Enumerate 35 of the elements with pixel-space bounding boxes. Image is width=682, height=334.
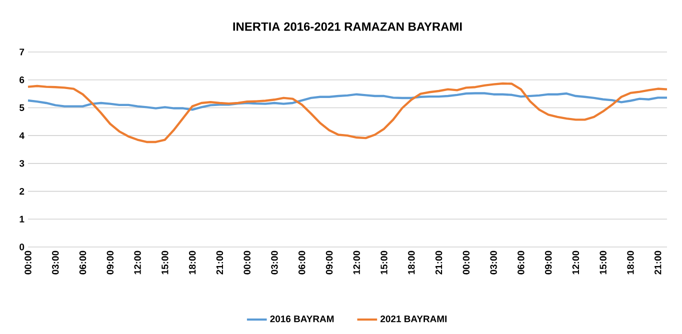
x-tick-label: 21:00 [654, 250, 662, 274]
x-tick-label: 06:00 [298, 250, 306, 274]
x-tick-label: 06:00 [79, 250, 86, 274]
x-tick-label: 18:00 [188, 250, 196, 274]
x-tick-label: 18:00 [408, 250, 415, 274]
x-tick-label: 00:00 [244, 250, 250, 274]
x-tick-label: 00:00 [24, 250, 32, 274]
x-tick-label: 09:00 [106, 250, 114, 274]
y-tick-label: 6 [20, 76, 24, 84]
x-tick-label: 18:00 [627, 250, 634, 274]
chart-title: INERTIA 2016-2021 RAMAZAN BAYRAMI [233, 22, 462, 31]
x-tick-label: 06:00 [518, 250, 524, 274]
x-tick-label: 00:00 [462, 250, 470, 274]
legend-label: 2021 BAYRAMI [380, 316, 447, 322]
y-tick-label: 0 [20, 244, 24, 250]
y-tick-label: 3 [19, 160, 24, 167]
x-tick-label: 21:00 [435, 250, 442, 274]
x-tick-label: 12:00 [134, 250, 141, 274]
x-tick-label: 03:00 [490, 250, 497, 274]
x-tick-label: 03:00 [52, 250, 59, 274]
x-tick-label: 15:00 [162, 250, 168, 274]
x-tick-label: 03:00 [271, 250, 278, 274]
y-tick-label: 7 [20, 48, 24, 56]
y-tick-label: 4 [19, 132, 24, 139]
x-tick-label: 12:00 [572, 250, 580, 274]
y-tick-label: 1 [20, 216, 24, 222]
x-tick-label: 12:00 [353, 250, 360, 274]
y-tick-label: 2 [20, 188, 24, 195]
x-tick-label: 15:00 [600, 250, 606, 274]
x-tick-label: 09:00 [326, 250, 333, 274]
x-tick-label: 21:00 [216, 250, 224, 274]
legend-label: 2016 BAYRAM [270, 316, 334, 322]
x-tick-label: 15:00 [380, 250, 388, 274]
y-tick-label: 5 [20, 104, 24, 112]
x-tick-label: 09:00 [544, 250, 552, 274]
